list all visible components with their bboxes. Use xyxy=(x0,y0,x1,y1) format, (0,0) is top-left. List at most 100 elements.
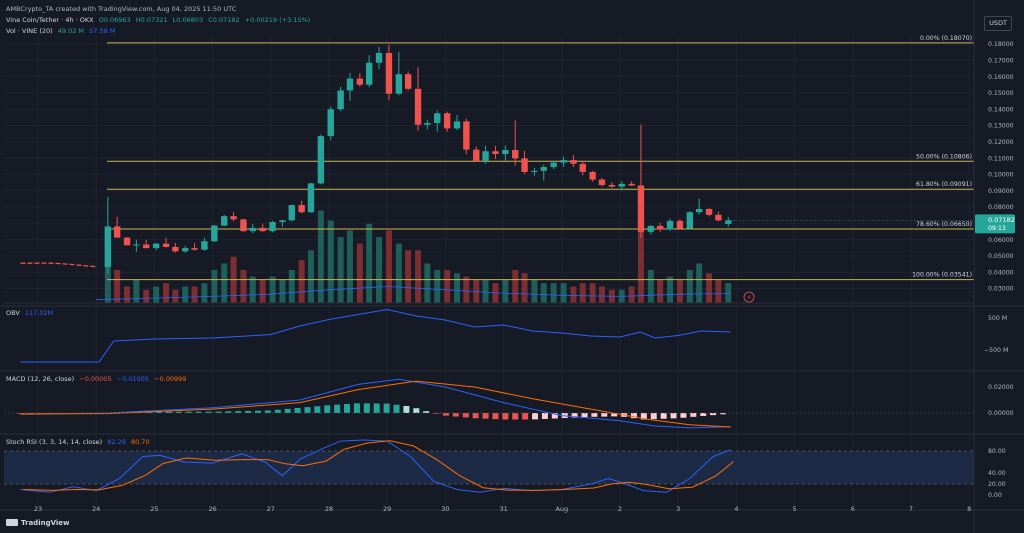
volume-bar xyxy=(307,250,314,303)
volume-label[interactable]: Vol · VINE (20) xyxy=(6,27,53,35)
volume-bar xyxy=(444,270,451,303)
time-tick: Aug xyxy=(555,505,568,513)
candle-body xyxy=(288,205,295,221)
obv-value: 117.02M xyxy=(24,309,54,317)
candle-body xyxy=(502,149,509,155)
macd-histogram-bar xyxy=(334,404,341,413)
volume-bar xyxy=(589,283,596,303)
volume-bar xyxy=(201,283,208,303)
price-tick: 0.11000 xyxy=(988,155,1014,162)
macd-histogram-bar xyxy=(611,413,618,417)
volume-bar xyxy=(298,260,305,303)
fib-level-label: 100.00% (0.03541) xyxy=(912,272,972,279)
volume-bar xyxy=(269,276,276,303)
time-tick: 28 xyxy=(325,505,333,513)
candle-body xyxy=(404,74,412,89)
candle-body xyxy=(230,216,237,220)
fib-level-label: 50.00% (0.10806) xyxy=(916,153,972,160)
volume-bar xyxy=(686,270,693,303)
candle-body xyxy=(695,208,703,213)
macd-histogram-bar xyxy=(304,407,311,413)
candle-body xyxy=(608,184,616,187)
candle-body xyxy=(512,149,519,159)
volume-bar xyxy=(376,237,383,303)
macd-histogram-bar xyxy=(294,408,301,413)
obv-label[interactable]: OBV xyxy=(6,309,20,317)
volume-bar xyxy=(172,289,179,303)
macd-histogram-bar xyxy=(284,408,291,413)
macd-histogram-bar xyxy=(591,413,598,417)
fib-retracement[interactable]: 0.00% (0.18070) 50.00% (0.10806) 61.80% (0… xyxy=(107,35,974,281)
macd-histogram-bar xyxy=(146,411,153,413)
macd-histogram-bar xyxy=(235,411,242,413)
macd-histogram-bar xyxy=(383,403,390,413)
price-tick: 0.10000 xyxy=(988,172,1014,179)
candle-body xyxy=(346,78,354,91)
candle-body xyxy=(463,121,470,150)
volume-bar xyxy=(696,263,703,303)
tradingview-logo[interactable]: TradingView xyxy=(6,519,70,527)
candle-body xyxy=(492,151,499,155)
symbol-title[interactable]: Vine Coin/Tether · 4h · OKX xyxy=(6,16,94,24)
candle-body xyxy=(143,244,150,249)
macd-histogram-bar xyxy=(254,410,261,413)
candle-body xyxy=(395,74,403,94)
macd-histogram-bar xyxy=(710,413,717,416)
macd-hist-value: −0.00005 xyxy=(79,375,112,383)
candle-body xyxy=(133,244,140,246)
candle-body xyxy=(249,227,256,232)
candle-body xyxy=(221,216,228,226)
macd-histogram-bar xyxy=(482,413,489,419)
volume-ma-value: 57.58 M xyxy=(89,27,116,35)
stoch-rsi-pane xyxy=(4,439,974,493)
time-tick: 26 xyxy=(208,505,216,513)
replay-icon xyxy=(743,291,755,303)
candle-body xyxy=(521,158,528,172)
macd-histogram-bar xyxy=(522,413,529,420)
candle-body xyxy=(560,160,567,163)
fib-level-label: 78.60% (0.06650) xyxy=(916,221,972,228)
macd-histogram-bar xyxy=(720,413,727,415)
candle-body xyxy=(589,171,596,180)
stoch-label[interactable]: Stoch RSI (3, 3, 14, 14, close) xyxy=(6,438,103,446)
macd-histogram-bar xyxy=(205,411,212,413)
macd-histogram-bar xyxy=(442,413,449,416)
macd-histogram-bar xyxy=(413,408,420,413)
time-tick: 4 xyxy=(734,505,738,513)
candle-body xyxy=(666,220,674,230)
candle-body xyxy=(414,88,422,125)
currency-button[interactable]: USDT xyxy=(984,16,1012,31)
volume-bar xyxy=(492,283,499,303)
candle-body xyxy=(162,243,170,247)
candle-body xyxy=(365,62,373,85)
candle-body xyxy=(152,243,160,249)
candle-body xyxy=(182,248,189,252)
stoch-d-line xyxy=(23,440,734,491)
volume-bar xyxy=(385,230,392,303)
grid-lines xyxy=(4,36,974,510)
price-tick: 0.03000 xyxy=(988,286,1014,293)
last-price-box xyxy=(975,214,1015,234)
price-tick: 0.08000 xyxy=(988,204,1014,211)
time-tick: 8 xyxy=(967,505,971,513)
time-tick: 3 xyxy=(676,505,680,513)
obv-pane xyxy=(20,308,731,363)
volume-bars xyxy=(4,210,974,304)
candle-body xyxy=(104,226,112,267)
macd-label[interactable]: MACD (12, 26, close) xyxy=(6,375,75,383)
macd-histogram-bar xyxy=(551,413,558,419)
time-axis[interactable]: 23 24 25 26 27 28 29 30 31 Aug 2 3 4 5 6 7 8 xyxy=(34,505,971,513)
obv-tick: −500 M xyxy=(984,347,1008,354)
legend-volume: Vol · VINE (20) 49.02 M 57.58 M xyxy=(6,27,118,35)
macd-histogram-bar xyxy=(195,411,202,413)
watermark-text: AMBCrypto_TA created with TradingView.co… xyxy=(6,5,237,13)
volume-bar xyxy=(395,243,402,303)
macd-histogram-bar xyxy=(314,406,321,413)
macd-line-value: −0.01005 xyxy=(116,375,149,383)
candle-body xyxy=(570,160,577,164)
macd-histogram-bar xyxy=(185,411,192,413)
candle-body xyxy=(598,179,606,185)
macd-histogram-bar xyxy=(571,413,578,418)
